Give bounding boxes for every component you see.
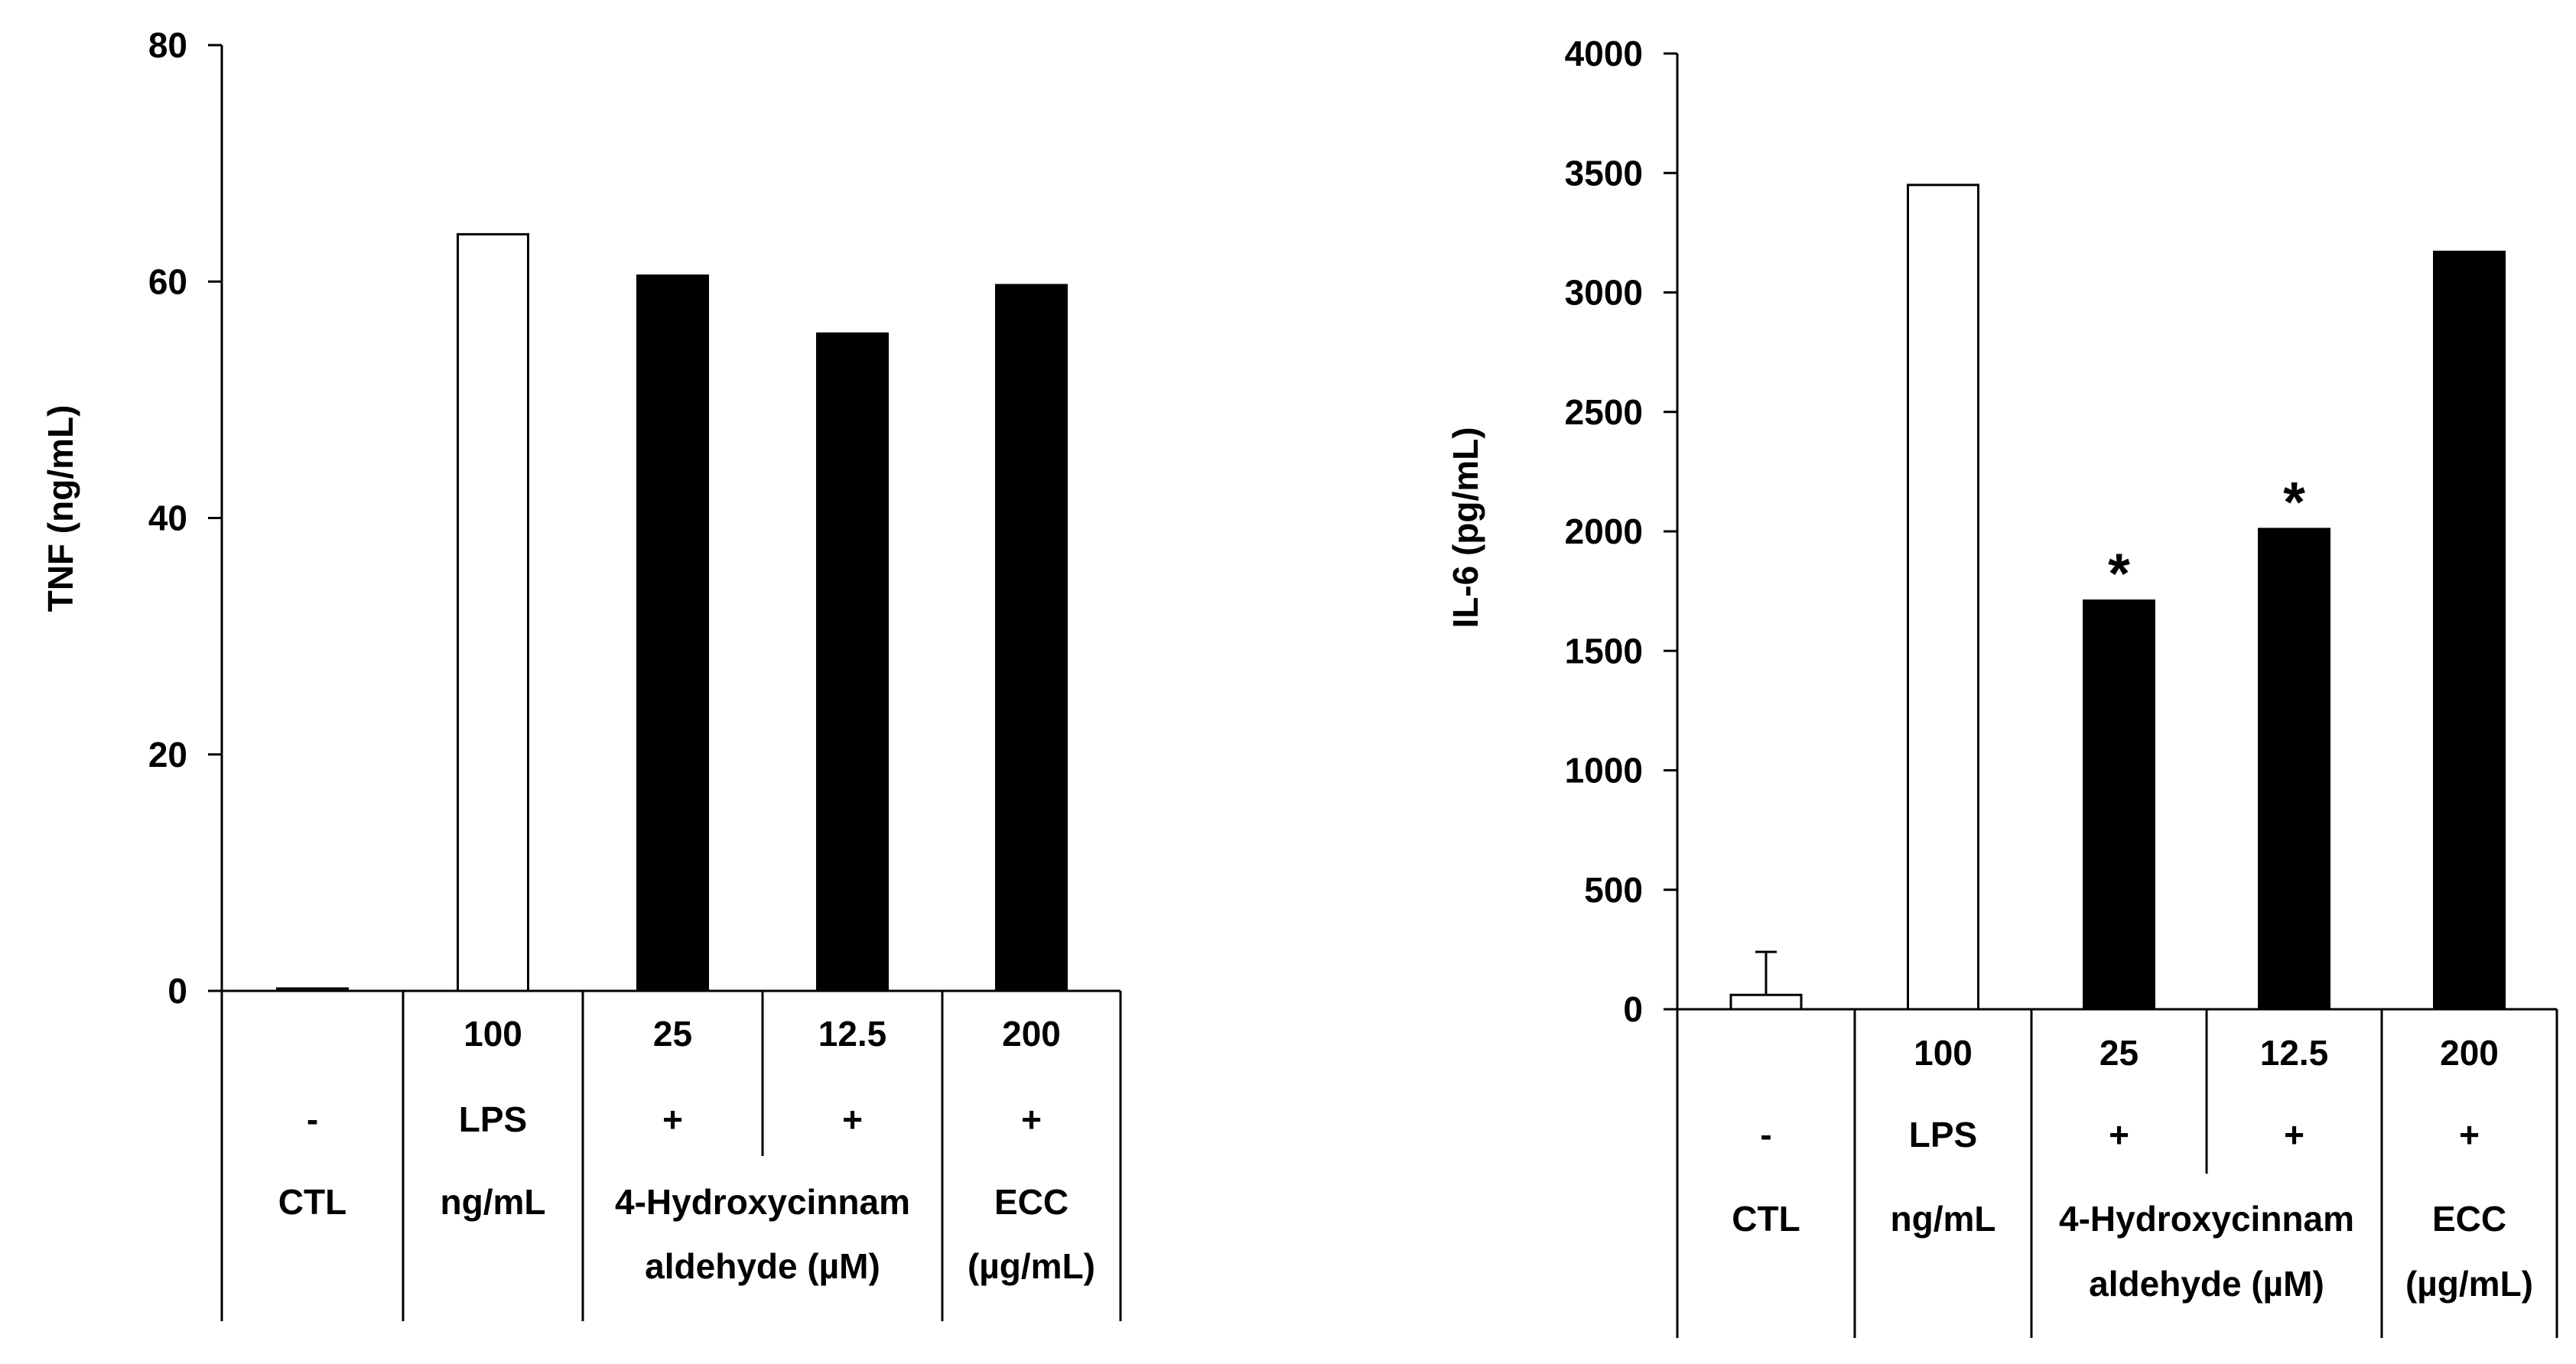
- il6-y-tick-label: 4000: [1565, 34, 1643, 73]
- il6-table-cell: +: [2109, 1115, 2129, 1155]
- tnf-table-cell: -: [307, 1099, 318, 1139]
- il6-table-cell: +: [2459, 1115, 2480, 1155]
- il6-table-cell: 25: [2100, 1033, 2139, 1073]
- il6-table-cell: aldehyde (µM): [2089, 1264, 2324, 1304]
- il6-y-tick-label: 1000: [1565, 751, 1643, 791]
- tnf-table-cell: ECC: [994, 1182, 1068, 1222]
- il6-table-cell: CTL: [1732, 1199, 1800, 1239]
- il6-bar: [2433, 250, 2506, 1011]
- il6-y-tick-label: 500: [1584, 870, 1643, 910]
- il6-significance-marker: *: [2283, 470, 2305, 534]
- il6-table-cell: 4-Hydroxycinnam: [2059, 1199, 2354, 1239]
- il6-y-tick-label: 2500: [1565, 392, 1643, 432]
- tnf-y-axis-label: TNF (ng/mL): [41, 405, 80, 612]
- il6-y-tick-label: 1500: [1565, 631, 1643, 671]
- tnf-table-cell: 200: [1002, 1014, 1061, 1054]
- tnf-y-tick-label: 40: [148, 499, 187, 538]
- il6-bar: [1907, 183, 1979, 1011]
- tnf-table-cell: 100: [463, 1014, 522, 1054]
- tnf-table-cell: ng/mL: [441, 1182, 546, 1222]
- il6-bar: [2083, 599, 2155, 1011]
- il6-y-tick-label: 2000: [1565, 512, 1643, 551]
- tnf-bar: [816, 332, 889, 992]
- il6-table-cell: +: [2284, 1115, 2304, 1155]
- tnf-y-tick-label: 60: [148, 261, 187, 301]
- il6-y-axis-label: IL-6 (pg/mL): [1446, 427, 1485, 628]
- tnf-table-cell: +: [1021, 1099, 1042, 1139]
- tnf-bar: [636, 274, 709, 992]
- il6-bar: [2258, 528, 2330, 1011]
- il6-table-cell: ng/mL: [1891, 1199, 1996, 1239]
- il6-table-cell: 200: [2440, 1033, 2499, 1073]
- tnf-table-cell: CTL: [278, 1182, 346, 1222]
- il6-bar: [1729, 993, 1803, 1011]
- il6-table-cell: 12.5: [2260, 1033, 2329, 1073]
- tnf-table-cell: 4-Hydroxycinnam: [615, 1182, 910, 1222]
- tnf-bar: [995, 284, 1068, 992]
- il6-significance-marker: *: [2108, 542, 2130, 606]
- tnf-table-cell: 25: [653, 1014, 692, 1054]
- il6-table-cell: 100: [1914, 1033, 1973, 1073]
- tnf-bar: [457, 232, 529, 992]
- il6-table-cell: (µg/mL): [2405, 1264, 2533, 1304]
- il6-y-tick-label: 0: [1623, 989, 1643, 1029]
- tnf-y-tick-label: 80: [148, 25, 187, 65]
- tnf-chart: TNF (ng/mL) 0 20 40 60 80 100 25 12.5 200 - LPS + + +…: [41, 25, 1122, 1321]
- tnf-table-cell: 12.5: [818, 1014, 887, 1054]
- il6-y-tick-label: 3000: [1565, 273, 1643, 313]
- tnf-bar: [276, 987, 349, 992]
- il6-table-cell: ECC: [2432, 1199, 2506, 1239]
- tnf-table-cell: LPS: [459, 1099, 527, 1139]
- tnf-table-cell: (µg/mL): [968, 1246, 1095, 1286]
- il6-chart: IL-6 (pg/mL) 0 500 1000 1500 2000 2500 3000 350…: [1446, 34, 2558, 1338]
- tnf-table-cell: +: [662, 1099, 683, 1139]
- il6-table-cell: -: [1760, 1115, 1771, 1155]
- il6-y-tick-label: 3500: [1565, 153, 1643, 193]
- il6-table-cell: LPS: [1909, 1115, 1977, 1155]
- tnf-y-tick-label: 20: [148, 735, 187, 775]
- tnf-table-cell: aldehyde (µM): [645, 1246, 880, 1286]
- tnf-y-tick-label: 0: [168, 971, 187, 1011]
- tnf-table-cell: +: [842, 1099, 863, 1139]
